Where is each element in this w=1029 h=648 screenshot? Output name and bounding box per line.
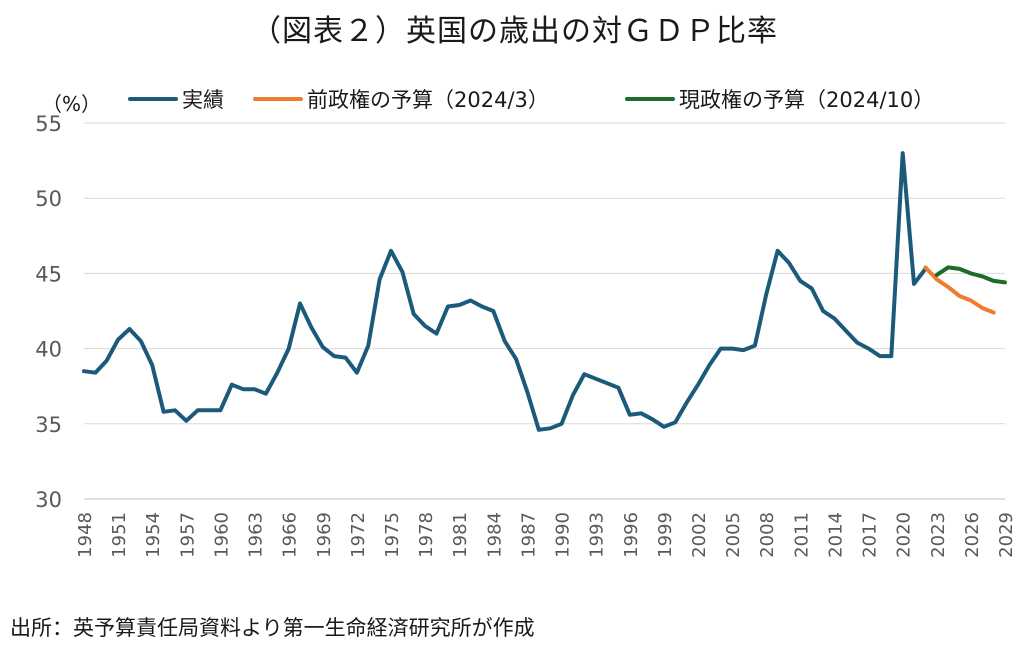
x-tick-label: 1999 (655, 512, 676, 558)
y-tick-label: 50 (35, 187, 62, 211)
x-tick-label: 1960 (211, 512, 232, 558)
legend-label: 前政権の予算（2024/3） (307, 88, 549, 112)
series-line-2 (923, 265, 996, 315)
x-tick-label: 2014 (825, 512, 846, 558)
x-tick-label: 1975 (382, 512, 403, 558)
x-tick-label: 1993 (587, 512, 608, 558)
y-axis-label: （%） (42, 92, 101, 116)
x-tick-label: 1957 (177, 512, 198, 558)
y-tick-label: 35 (35, 413, 62, 437)
x-tick-label: 1996 (621, 512, 642, 558)
x-tick-label: 1951 (109, 512, 130, 558)
legend-label: 実績 (182, 88, 224, 112)
x-tick-label: 1981 (450, 512, 471, 558)
x-tick-label: 1948 (75, 512, 96, 558)
x-tick-label: 2008 (757, 512, 778, 558)
x-tick-label: 2017 (860, 512, 881, 558)
x-tick-label: 2011 (791, 512, 812, 558)
x-tick-label: 1984 (484, 512, 505, 558)
x-tick-label: 1972 (348, 512, 369, 558)
x-tick-label: 2005 (723, 512, 744, 558)
y-tick-label: 30 (35, 488, 62, 512)
chart-title: （図表２）英国の歳出の対ＧＤＰ比率 (251, 14, 778, 49)
x-tick-label: 1966 (280, 512, 301, 558)
x-tick-label: 1969 (314, 512, 335, 558)
x-tick-label: 2002 (689, 512, 710, 558)
x-tick-label: 2020 (894, 512, 915, 558)
legend-label: 現政権の予算（2024/10） (679, 88, 934, 112)
x-tick-label: 2023 (928, 512, 949, 558)
series-line-1 (82, 151, 928, 432)
x-tick-label: 2026 (962, 512, 983, 558)
source-note: 出所：英予算責任局資料より第一生命経済研究所が作成 (10, 616, 535, 640)
y-tick-label: 55 (35, 112, 62, 136)
x-tick-label: 1987 (518, 512, 539, 558)
x-tick-label: 1954 (143, 512, 164, 558)
series-line-3 (934, 265, 1007, 285)
x-tick-label: 1978 (416, 512, 437, 558)
x-tick-label: 2029 (996, 512, 1017, 558)
y-tick-label: 45 (35, 262, 62, 286)
x-tick-label: 1990 (553, 512, 574, 558)
y-tick-label: 40 (35, 338, 62, 362)
x-tick-label: 1963 (246, 512, 267, 558)
